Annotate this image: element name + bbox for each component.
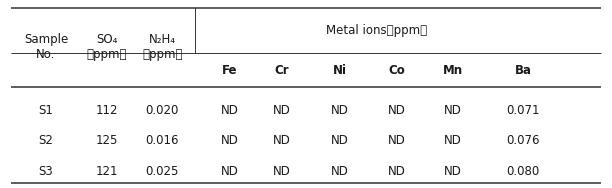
Text: 121: 121 — [96, 164, 118, 178]
Text: 0.020: 0.020 — [146, 104, 179, 118]
Text: ND: ND — [387, 134, 406, 148]
Text: 125: 125 — [96, 134, 118, 148]
Text: 0.080: 0.080 — [507, 164, 540, 178]
Text: ND: ND — [387, 104, 406, 118]
Text: Sample
No.: Sample No. — [24, 33, 68, 61]
Text: ND: ND — [272, 164, 291, 178]
Text: Ni: Ni — [333, 64, 346, 77]
Text: 0.071: 0.071 — [507, 104, 540, 118]
Text: ND: ND — [330, 164, 349, 178]
Text: S1: S1 — [39, 104, 53, 118]
Text: ND: ND — [272, 104, 291, 118]
Text: Co: Co — [388, 64, 405, 77]
Text: ND: ND — [272, 134, 291, 148]
Text: 112: 112 — [96, 104, 118, 118]
Text: SO₄
（ppm）: SO₄ （ppm） — [87, 33, 127, 61]
Text: ND: ND — [220, 104, 239, 118]
Text: Fe: Fe — [222, 64, 237, 77]
Text: ND: ND — [444, 164, 462, 178]
Text: Metal ions（ppm）: Metal ions（ppm） — [326, 24, 427, 37]
Text: S2: S2 — [39, 134, 53, 148]
Text: ND: ND — [220, 164, 239, 178]
Text: ND: ND — [220, 134, 239, 148]
Text: ND: ND — [330, 134, 349, 148]
Text: Ba: Ba — [515, 64, 532, 77]
Text: ND: ND — [444, 134, 462, 148]
Text: Mn: Mn — [443, 64, 463, 77]
Text: 0.016: 0.016 — [146, 134, 179, 148]
Text: ND: ND — [387, 164, 406, 178]
Text: 0.076: 0.076 — [507, 134, 540, 148]
Text: ND: ND — [444, 104, 462, 118]
Text: S3: S3 — [39, 164, 53, 178]
Text: ND: ND — [330, 104, 349, 118]
Text: 0.025: 0.025 — [146, 164, 179, 178]
Text: N₂H₄
（ppm）: N₂H₄ （ppm） — [142, 33, 182, 61]
Text: Cr: Cr — [274, 64, 289, 77]
